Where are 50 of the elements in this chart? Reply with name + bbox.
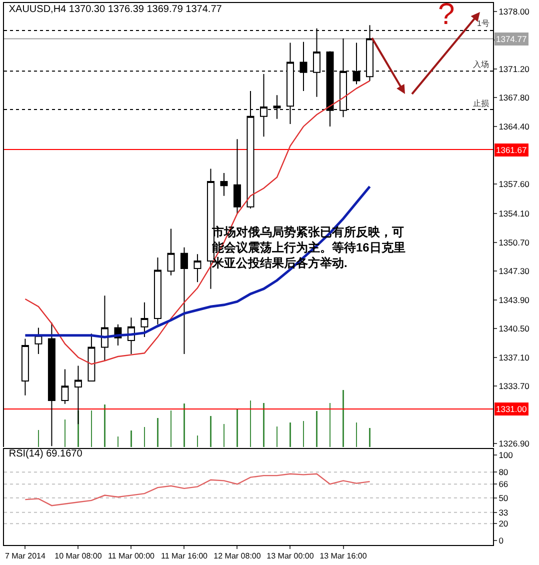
candlestick <box>167 228 175 276</box>
candlestick <box>180 246 188 354</box>
text: ? <box>438 0 455 31</box>
candlestick <box>100 295 108 362</box>
x-tick-label: 10 Mar 08:00 <box>54 552 102 561</box>
candlestick <box>34 327 42 354</box>
y-tick-label: 33 <box>498 507 508 518</box>
y-tick-label: 0 <box>498 536 504 546</box>
ref-line-label: 1331.00 <box>496 404 527 414</box>
ref-line-label: 1号 <box>477 19 490 28</box>
y-tick-label: 1337.10 <box>498 352 530 362</box>
x-tick-label: 12 Mar 08:00 <box>214 552 262 561</box>
candlestick <box>194 254 202 283</box>
y-tick-label: 20 <box>498 518 508 529</box>
chart-title: RSI(14) 69.1670 <box>8 448 83 460</box>
candlestick <box>61 368 69 404</box>
y-tick-label: 1326.90 <box>498 438 530 449</box>
ref-line-label: 止损 <box>473 99 489 108</box>
y-tick-label: 1357.60 <box>498 178 530 189</box>
y-tick-label: 1354.10 <box>498 208 530 219</box>
x-tick-label: 13 Mar 16:00 <box>320 552 368 561</box>
y-tick-label: 50 <box>498 492 508 503</box>
candlestick <box>48 322 56 447</box>
y-tick-label: 1371.20 <box>498 64 530 74</box>
chart-title: XAUUSD,H4 1370.30 1376.39 1369.79 1374.77 <box>8 4 222 16</box>
candlestick <box>154 257 162 325</box>
x-tick-label: 11 Mar 16:00 <box>160 552 208 561</box>
y-tick-label: 1347.30 <box>498 266 530 276</box>
candlestick <box>140 302 148 338</box>
y-tick-label: 1367.80 <box>498 92 530 103</box>
x-tick-label: 13 Mar 00:00 <box>266 552 314 561</box>
y-tick-label: 1343.90 <box>498 294 530 305</box>
y-tick-label: 1350.70 <box>498 237 530 248</box>
candlestick <box>233 138 241 214</box>
y-tick-label: 66 <box>498 479 508 490</box>
x-tick-label: 11 Mar 00:00 <box>108 552 156 561</box>
ref-line-label: 1361.67 <box>496 145 527 155</box>
candlestick <box>88 333 96 382</box>
line-series <box>24 473 370 506</box>
ref-line-label: 入场 <box>473 60 489 69</box>
y-tick-label: 1364.40 <box>498 121 530 132</box>
ref-line-label: 1374.77 <box>496 34 527 44</box>
x-tick-label: 7 Mar 2014 <box>4 552 46 561</box>
y-tick-label: 80 <box>498 467 508 478</box>
y-tick-label: 1378.00 <box>498 6 530 16</box>
y-tick-label: 100 <box>498 450 514 460</box>
candlestick <box>21 338 29 396</box>
y-tick-label: 1333.70 <box>498 381 530 392</box>
y-tick-label: 1340.50 <box>498 324 530 334</box>
candlestick <box>220 172 228 196</box>
